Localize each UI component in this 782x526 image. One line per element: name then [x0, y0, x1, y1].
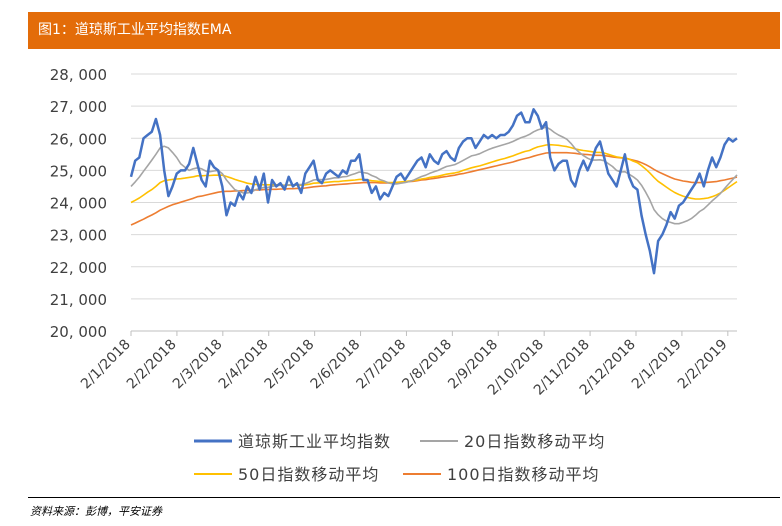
x-tick-label: 2/1/2018: [78, 337, 134, 393]
x-tick-label: 2/2/2019: [675, 337, 731, 393]
chart-gridlines: [131, 73, 737, 300]
x-tick-label: 2/3/2018: [170, 337, 226, 393]
series-line-1: [129, 108, 738, 275]
x-axis: 2/1/20182/2/20182/3/20182/4/20182/5/2018…: [78, 330, 737, 399]
series-line-4: [130, 151, 738, 226]
chart-legend: 道琼斯工业平均指数 20日指数移动平均 50日指数移动平均 100日指数移动平均: [194, 432, 605, 484]
x-tick-label: 2/1/2019: [629, 337, 685, 393]
y-tick-label: 26, 000: [50, 130, 107, 148]
x-tick-label: 2/2/2018: [124, 337, 180, 393]
x-tick-label: 2/6/2018: [308, 337, 364, 393]
y-tick-label: 23, 000: [50, 227, 107, 245]
y-tick-label: 22, 000: [50, 259, 107, 277]
footer-divider: [28, 497, 780, 498]
series-line-2: [130, 126, 738, 225]
x-tick-label: 2/8/2018: [399, 337, 455, 393]
x-tick-label: 2/4/2018: [216, 337, 272, 393]
y-axis-ticks: 20, 000 21, 000 22, 000 23, 000 24, 000 25, 0…: [50, 66, 107, 341]
y-tick-label: 24, 000: [50, 195, 107, 213]
y-tick-label: 20, 000: [50, 323, 107, 341]
chart-title: 图1：道琼斯工业平均指数EMA: [38, 22, 232, 38]
source-note: 资料来源：彭博，平安证券: [30, 505, 162, 518]
x-tick-label: 2/5/2018: [262, 337, 318, 393]
y-tick-label: 21, 000: [50, 291, 107, 309]
legend-label: 道琼斯工业平均指数: [238, 432, 391, 451]
legend-label: 20日指数移动平均: [464, 432, 605, 451]
chart-header-bar: 图1：道琼斯工业平均指数EMA: [28, 12, 780, 49]
chart-series-lines: [129, 108, 738, 275]
y-tick-label: 25, 000: [50, 162, 107, 180]
series-line-3: [130, 143, 738, 204]
legend-label: 100日指数移动平均: [447, 465, 600, 484]
y-tick-label: 28, 000: [50, 66, 107, 84]
y-tick-label: 27, 000: [50, 98, 107, 116]
legend-label: 50日指数移动平均: [238, 465, 379, 484]
x-tick-label: 2/7/2018: [353, 337, 409, 393]
